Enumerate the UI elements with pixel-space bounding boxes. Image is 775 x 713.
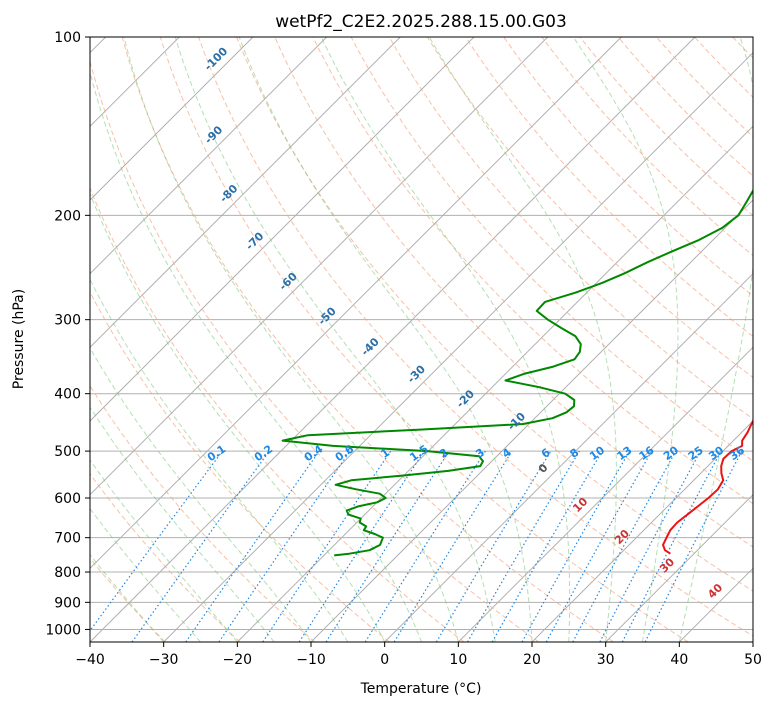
isotherm xyxy=(16,37,621,642)
dry-adiabat-label: 40 xyxy=(705,581,725,601)
moist-adiabat xyxy=(0,37,274,642)
background-lines xyxy=(0,37,775,642)
mixing-ratio-label: 0.2 xyxy=(252,442,275,464)
x-tick-label: −10 xyxy=(296,652,326,668)
y-tick-label: 1000 xyxy=(45,622,81,638)
moist-adiabat xyxy=(0,37,237,642)
mixing-ratio-label: 4 xyxy=(500,446,514,461)
temperature-profile xyxy=(663,37,775,554)
dry-adiabat xyxy=(275,37,775,642)
dry-adiabat xyxy=(0,37,315,642)
x-axis-label: Temperature (°C) xyxy=(360,681,482,697)
isotherm xyxy=(679,37,775,642)
x-tick-label: 0 xyxy=(380,652,389,668)
y-tick-label: 200 xyxy=(54,208,81,224)
x-tick-label: −30 xyxy=(149,652,179,668)
dry-adiabat xyxy=(237,37,775,642)
mixing-ratio-line xyxy=(522,451,629,642)
dry-adiabat xyxy=(771,37,775,642)
mixing-ratio-label: 6 xyxy=(539,446,553,461)
x-tick-label: −40 xyxy=(75,652,105,668)
mixing-ratio-label: 25 xyxy=(686,444,706,463)
moist-adiabat xyxy=(0,37,311,642)
isotherm xyxy=(90,37,695,642)
y-tick-label: 500 xyxy=(54,444,81,460)
x-tick-label: 20 xyxy=(523,652,541,668)
dry-adiabat-label: -40 xyxy=(359,335,382,358)
series-layer xyxy=(283,37,775,555)
isotherm xyxy=(753,37,775,642)
dry-adiabat-label: -70 xyxy=(243,229,266,252)
mixing-ratio-label: 10 xyxy=(587,443,607,463)
dry-adiabat xyxy=(389,37,775,642)
dry-adiabat xyxy=(8,37,390,642)
mixing-ratio-label: 36 xyxy=(727,443,747,463)
mixing-ratio-line xyxy=(573,451,676,642)
mixing-ratio-line xyxy=(622,451,721,642)
y-tick-label: 700 xyxy=(54,531,81,547)
mixing-ratio-label: 3 xyxy=(473,446,487,461)
x-tick-label: 10 xyxy=(449,652,467,668)
dewpoint-profile xyxy=(283,37,775,555)
moist-adiabat xyxy=(124,37,458,642)
chart-title: wetPf2_C2E2.2025.288.15.00.G03 xyxy=(275,12,567,32)
dry-adiabat-label: -80 xyxy=(217,182,240,205)
dry-adiabat xyxy=(427,37,775,642)
x-tick-label: 40 xyxy=(670,652,688,668)
mixing-ratio-line xyxy=(365,451,485,642)
mixing-ratio-line xyxy=(82,451,223,642)
dry-adiabat xyxy=(656,37,775,642)
y-tick-label: 600 xyxy=(54,491,81,507)
moist-adiabat xyxy=(0,37,201,642)
isotherm xyxy=(385,37,775,642)
x-tick-label: 50 xyxy=(744,652,762,668)
mixing-ratio-line xyxy=(326,451,449,642)
mixing-ratio-line xyxy=(436,451,551,642)
isotherm xyxy=(0,37,327,642)
dry-adiabat-label: -90 xyxy=(202,123,225,146)
dry-adiabat-label: -100 xyxy=(202,44,231,73)
y-tick-label: 300 xyxy=(54,313,81,329)
dry-adiabat xyxy=(351,37,775,642)
isotherm xyxy=(0,37,400,642)
moist-adiabat xyxy=(573,37,678,642)
dry-adiabat xyxy=(0,37,240,642)
x-tick-label: 30 xyxy=(597,652,615,668)
dry-adiabat xyxy=(695,37,775,642)
dry-adiabat-label: -50 xyxy=(316,304,339,327)
mixing-ratio-label: 1.5 xyxy=(407,442,430,464)
isotherm xyxy=(458,37,775,642)
dry-adiabat xyxy=(733,37,775,642)
moist-adiabat xyxy=(175,37,495,642)
y-tick-label: 800 xyxy=(54,565,81,581)
dry-adiabat xyxy=(466,37,775,642)
moist-adiabat xyxy=(16,37,348,642)
dry-adiabat xyxy=(504,37,775,642)
y-tick-label: 100 xyxy=(54,30,81,46)
mixing-ratio-label: 13 xyxy=(615,444,635,463)
mixing-ratio-label: 20 xyxy=(661,443,681,463)
isotherm xyxy=(237,37,775,642)
dry-adiabat-label: -10 xyxy=(505,410,528,433)
x-tick-label: −20 xyxy=(223,652,253,668)
y-tick-label: 900 xyxy=(54,595,81,611)
y-tick-label: 400 xyxy=(54,387,81,403)
dry-adiabat xyxy=(84,37,539,642)
dry-adiabat-label: -60 xyxy=(277,270,300,293)
mixing-ratio-line xyxy=(219,451,350,642)
dry-adiabat-label: -20 xyxy=(454,387,477,410)
y-axis-label: Pressure (hPa) xyxy=(11,289,27,389)
